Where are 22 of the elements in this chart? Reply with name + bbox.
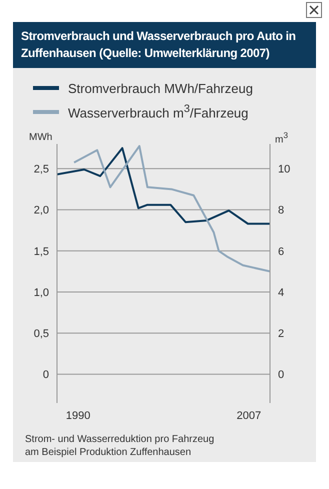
x-tick-label: 2007 bbox=[236, 410, 262, 422]
x-tick-label: 1990 bbox=[66, 410, 90, 422]
y-tick-label: 1,5 bbox=[34, 246, 49, 258]
chart-title: Stromverbrauch und Wasserverbrauch pro Auto in Zuffenhausen (Quelle: Umwelterklärung 2007) bbox=[21, 29, 296, 60]
y2-tick-label: 2 bbox=[278, 328, 284, 340]
y2-axis-title: m$^{3}$ bbox=[275, 130, 288, 146]
y2-tick-label: 10 bbox=[278, 164, 290, 176]
y2-tick-label: 8 bbox=[278, 204, 284, 217]
text: Strom- und Wasserreduktion pro Fahrzeug am Beispiel Produktion Zuffenhausen bbox=[25, 434, 214, 458]
y-axis-title: MWh bbox=[29, 132, 52, 143]
y2-tick-label: 4 bbox=[278, 286, 284, 299]
y2-tick-label: 0 bbox=[278, 369, 284, 382]
y-tick-label: 2,0 bbox=[34, 204, 49, 217]
line-series bbox=[73, 145, 270, 272]
y2-tick-label: 6 bbox=[278, 246, 284, 258]
y-tick-label: 0 bbox=[42, 369, 49, 382]
y-tick-label: 0,5 bbox=[34, 328, 49, 340]
legend-label: Wasserverbrauch m$^{3}$/Fahrzeug bbox=[68, 103, 248, 121]
legend-label: Stromverbrauch MWh/Fahrzeug bbox=[68, 80, 253, 96]
y-tick-label: 1,0 bbox=[34, 286, 49, 299]
line-series bbox=[57, 147, 270, 225]
y-tick-label: 2,5 bbox=[34, 164, 49, 176]
